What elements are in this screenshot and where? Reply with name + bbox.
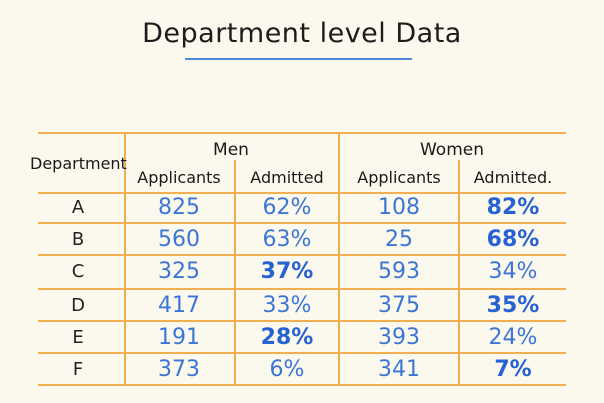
dept-cell: D bbox=[71, 295, 85, 316]
table-bottom-rule bbox=[38, 384, 566, 386]
women-admitted-cell-highlight: 7% bbox=[494, 357, 532, 382]
header-department: Department bbox=[30, 154, 127, 173]
table-rule bbox=[38, 192, 566, 194]
table-top-rule bbox=[38, 132, 566, 134]
table-rule bbox=[38, 320, 566, 322]
men-applicants-cell: 825 bbox=[158, 195, 200, 220]
page-title: Department level Data bbox=[142, 18, 462, 49]
men-admitted-cell: 62% bbox=[262, 195, 312, 220]
title-underline bbox=[185, 58, 412, 60]
men-admitted-cell: 6% bbox=[269, 357, 305, 382]
women-applicants-cell: 593 bbox=[378, 259, 420, 284]
men-admitted-cell-highlight: 37% bbox=[260, 259, 314, 284]
header-women-admitted: Admitted. bbox=[473, 168, 553, 187]
women-applicants-cell: 393 bbox=[378, 325, 420, 350]
column-divider bbox=[234, 160, 236, 384]
women-applicants-cell: 341 bbox=[378, 357, 420, 382]
header-men-applicants: Applicants bbox=[137, 168, 221, 187]
dept-cell: A bbox=[71, 197, 85, 218]
men-applicants-cell: 373 bbox=[158, 357, 200, 382]
men-applicants-cell: 191 bbox=[158, 325, 200, 350]
women-applicants-cell: 108 bbox=[378, 195, 420, 220]
dept-cell: F bbox=[72, 359, 84, 380]
table-rule bbox=[38, 222, 566, 224]
women-applicants-cell: 25 bbox=[385, 227, 413, 252]
header-men-admitted: Admitted bbox=[250, 168, 324, 187]
dept-cell: B bbox=[71, 229, 85, 250]
table-rule bbox=[38, 288, 566, 290]
men-admitted-cell-highlight: 28% bbox=[260, 325, 314, 350]
header-women-applicants: Applicants bbox=[357, 168, 441, 187]
column-divider bbox=[458, 160, 460, 384]
column-divider bbox=[124, 132, 126, 384]
men-applicants-cell: 417 bbox=[158, 293, 200, 318]
header-women: Women bbox=[419, 140, 484, 160]
men-applicants-cell: 325 bbox=[158, 259, 200, 284]
table-rule bbox=[38, 254, 566, 256]
men-admitted-cell: 33% bbox=[262, 293, 312, 318]
women-applicants-cell: 375 bbox=[378, 293, 420, 318]
men-admitted-cell: 63% bbox=[262, 227, 312, 252]
men-applicants-cell: 560 bbox=[158, 227, 200, 252]
header-men: Men bbox=[213, 140, 249, 160]
women-admitted-cell-highlight: 82% bbox=[486, 195, 540, 220]
women-admitted-cell-highlight: 68% bbox=[486, 227, 540, 252]
column-divider bbox=[338, 132, 340, 384]
women-admitted-cell: 24% bbox=[488, 325, 538, 350]
dept-cell: E bbox=[72, 327, 84, 348]
women-admitted-cell-highlight: 35% bbox=[486, 293, 540, 318]
women-admitted-cell: 34% bbox=[488, 259, 538, 284]
dept-cell: C bbox=[71, 261, 85, 282]
table-rule bbox=[38, 352, 566, 354]
